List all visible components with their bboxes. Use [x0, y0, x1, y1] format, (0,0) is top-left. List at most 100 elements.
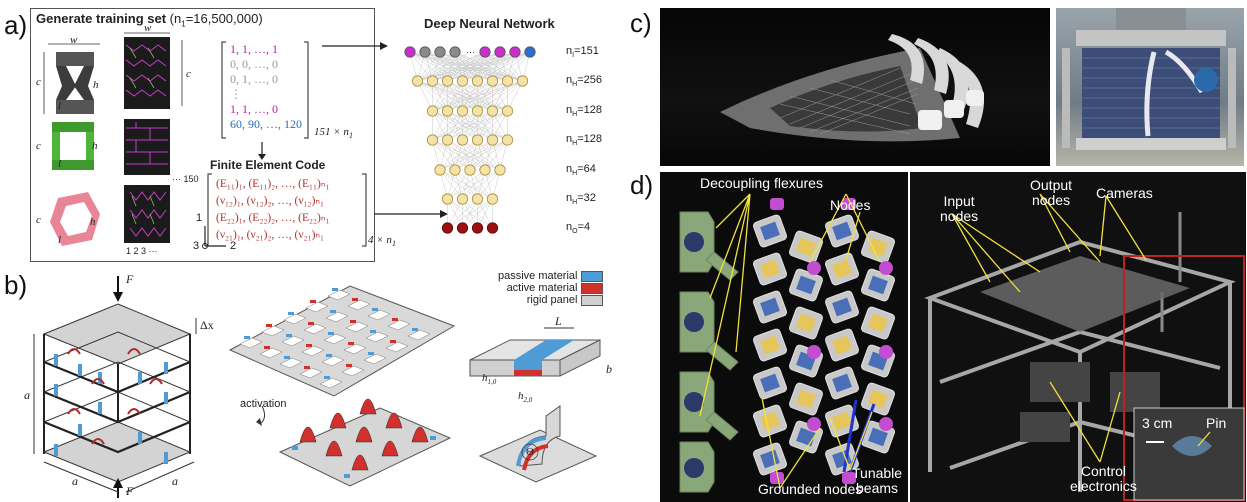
output-neuron — [456, 222, 469, 234]
lattice-hole — [323, 333, 347, 345]
connection — [417, 51, 486, 82]
label-decoupling-flexures: Decoupling flexures — [700, 175, 823, 191]
actuator — [796, 275, 816, 295]
connection — [462, 169, 501, 200]
hidden-neuron — [434, 164, 446, 176]
compression-test-image — [1062, 8, 1236, 150]
count-150: ··· 150 — [172, 174, 199, 184]
unit-cells-diagram — [43, 32, 448, 249]
hidden-neuron — [471, 193, 484, 205]
layer-size-label: nI=151 — [566, 45, 599, 60]
dim-a-left: a — [24, 388, 30, 402]
connection — [432, 80, 493, 112]
connection — [469, 139, 508, 171]
hidden-neuron — [471, 105, 484, 117]
dim-L: L — [555, 314, 562, 328]
lattice-beam — [286, 334, 292, 337]
connection — [454, 139, 508, 171]
lattice-hole — [239, 337, 263, 349]
output-row-0: (E₁₁)₁, (E₁₁)₂, …, (E₁₁)ₙ₁ — [216, 178, 330, 190]
lattice-hole — [281, 335, 305, 347]
actuator — [760, 373, 780, 393]
dim-h-1: h — [93, 79, 99, 91]
input-neuron — [419, 46, 431, 58]
lattice-hole — [407, 329, 431, 341]
lattice-hole — [387, 319, 411, 331]
dim-l-3: l — [58, 234, 62, 246]
lattice-beam — [372, 308, 378, 311]
material-legend: passive material active material rigid p… — [498, 270, 604, 306]
input-row-0: 1, 1, …, 1 — [230, 42, 278, 56]
connection — [492, 51, 531, 82]
hidden-neuron — [494, 164, 506, 176]
dim-h2: h2,0 — [518, 390, 533, 405]
hidden-neuron — [486, 193, 499, 205]
actuator — [868, 427, 888, 447]
gray-unit-cell — [43, 43, 100, 114]
dim-c-2: c — [36, 140, 41, 152]
actuator — [832, 297, 852, 317]
input-neuron — [404, 46, 416, 58]
lattice-hole — [261, 325, 285, 337]
dim-h-2: h — [92, 140, 98, 152]
input-neuron — [464, 46, 476, 58]
hidden-neuron — [486, 134, 499, 146]
label-output-nodes: Output nodes — [1030, 177, 1073, 208]
label-cameras: Cameras — [1096, 185, 1153, 201]
panel-d-photo-left: Decoupling flexures Nodes Grounded nodes… — [660, 172, 908, 502]
lattice-hole — [301, 345, 325, 357]
stack-3d — [33, 276, 197, 498]
dim-l-2: l — [58, 158, 62, 170]
connection — [432, 110, 478, 141]
dnn-title: Deep Neural Network — [424, 16, 555, 31]
actuator — [796, 237, 816, 257]
actuator — [868, 313, 888, 333]
dx-label: Δx — [200, 318, 214, 332]
dim-c-3: c — [36, 214, 41, 226]
connection — [484, 139, 508, 171]
output-neuron — [441, 222, 454, 234]
input-row-4: 1, 1, …, 0 — [230, 102, 278, 116]
lattice-beam — [412, 328, 418, 331]
input-neuron — [494, 46, 506, 58]
output-row-2: (E₂₂)₁, (E₂₂)₂, …, (E₂₂)ₙ₁ — [216, 212, 330, 224]
actuator — [760, 259, 780, 279]
actuator — [832, 411, 852, 431]
input-neuron — [524, 46, 536, 58]
hidden-neuron — [411, 75, 424, 87]
lattice-hole — [305, 301, 329, 313]
dim-h-3: h — [90, 216, 96, 228]
dim-h1: h1,0 — [482, 372, 497, 387]
hidden-neuron — [456, 75, 469, 87]
lattice-beam — [306, 344, 312, 347]
panel-a: Generate training set (n1=16,500,000) — [0, 0, 628, 262]
connection — [447, 80, 523, 112]
connection — [439, 139, 493, 171]
input-neuron — [479, 46, 491, 58]
hidden-neuron — [471, 75, 484, 87]
hidden-neuron — [441, 105, 454, 117]
connection — [447, 169, 501, 200]
bent-hinge — [478, 405, 598, 483]
layer-size-label: nH=256 — [566, 74, 602, 89]
dim-a-bottom: a — [72, 474, 78, 488]
input-neuron — [434, 46, 446, 58]
lattice-beam — [308, 322, 314, 325]
connection — [462, 80, 523, 112]
output-matrix: (E₁₁)₁, (E₁₁)₂, …, (E₁₁)ₙ₁ (ν₁₂)₁, (ν₁₂)… — [216, 176, 364, 244]
connection — [447, 198, 493, 229]
lattice-hole — [279, 357, 303, 369]
legend-rigid: rigid panel — [498, 294, 604, 306]
actuator — [760, 297, 780, 317]
force-bottom-label: F — [126, 484, 134, 498]
connection — [417, 51, 441, 82]
legend-swatch-passive — [581, 270, 604, 282]
bilayer-beam — [469, 327, 601, 377]
experimental-setup-image — [924, 193, 1245, 501]
connection — [432, 80, 463, 112]
panel-c-photo-right — [1056, 8, 1244, 166]
dim-w-lattice: w — [144, 22, 152, 34]
label-input-nodes: Input nodes — [940, 193, 979, 224]
connection — [439, 139, 463, 171]
panel-b: F F Δx a a a activation passive material… — [0, 262, 628, 502]
